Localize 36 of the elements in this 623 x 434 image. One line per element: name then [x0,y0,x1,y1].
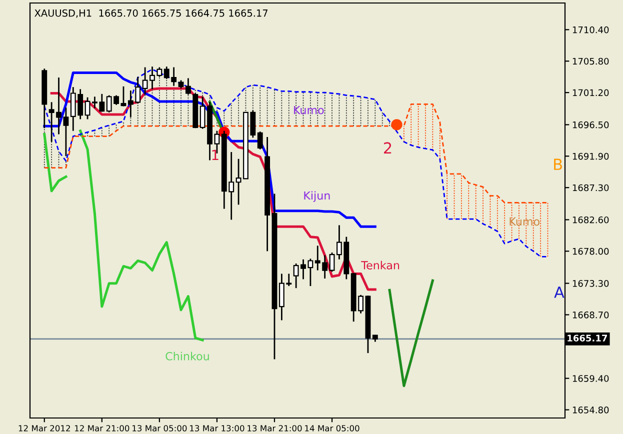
ref-line-label: 1665.17 [568,334,608,342]
annotation: Kijun [304,191,330,202]
annotation: B [554,158,562,170]
y-tick-label: 1710.40 [572,26,609,34]
x-tick-label: 13 Mar 21:00 [248,425,302,432]
annotation: A [554,286,564,298]
y-tick-label: 1701.20 [572,89,609,96]
candlestick [120,86,126,107]
x-tick-label: 13 Mar 05:00 [132,425,187,432]
annotation: Tenkan [361,260,400,270]
y-tick-label: 1687.30 [572,184,609,192]
x-tick-label: 12 Mar 21:00 [75,425,130,432]
line-series [44,68,548,258]
candlestick [257,130,263,150]
x-tick-label: 13 Mar 13:00 [190,425,244,432]
x-tick-label: 12 Mar 2012 [18,425,70,432]
y-tick-label: 1659.40 [572,375,609,382]
line-series [388,279,434,388]
y-tick-label: 1691.90 [572,152,609,160]
annotation: Kumo [294,106,324,114]
y-tick-label: 1654.80 [572,406,609,414]
annotation: 2 [384,142,392,154]
y-tick-label: 1682.60 [572,216,609,224]
annotation: Kumo [510,217,540,226]
y-tick-label: 1678.00 [572,248,609,255]
candlestick [329,252,335,272]
x-tick-label: 14 Mar 05:00 [305,425,360,432]
text: XAUUSD,H1 1665.70 1665.75 1664.75 1665.17 [34,9,268,18]
y-tick-label: 1673.30 [572,280,609,287]
y-tick-label: 1696.50 [572,121,609,128]
candlestick [236,158,242,206]
candlestick [84,96,90,120]
y-tick-label: 1705.80 [572,58,609,65]
y-tick-label: 1668.70 [572,311,609,318]
annotation: Chinkou [166,352,209,360]
annotation: 1 [212,150,218,160]
